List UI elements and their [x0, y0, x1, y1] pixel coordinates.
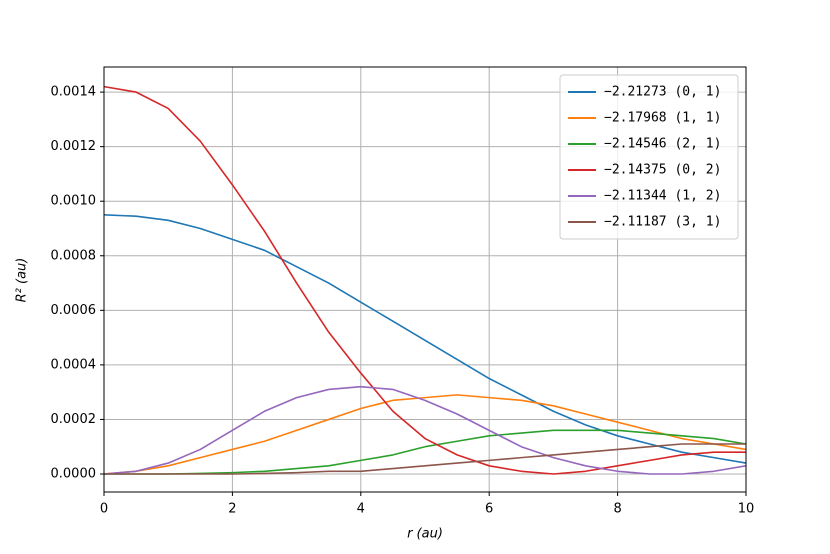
- legend-label: −2.14546 (2, 1): [604, 137, 721, 152]
- legend-label: −2.11344 (1, 2): [604, 189, 721, 204]
- y-tick-label: 0.0004: [51, 357, 97, 372]
- x-tick-label: 0: [100, 502, 108, 517]
- x-tick-label: 6: [485, 502, 493, 517]
- series-line: [104, 429, 747, 475]
- series-line: [103, 394, 747, 475]
- y-tick-label: 0.0010: [51, 194, 97, 209]
- y-axis-label: R² (au): [15, 258, 30, 303]
- y-tick-label: 0.0002: [51, 412, 97, 427]
- y-tick-label: 0.0006: [51, 303, 97, 318]
- legend-label: −2.21273 (0, 1): [604, 85, 721, 100]
- x-tick-label: 4: [357, 502, 365, 517]
- series-line: [103, 85, 746, 475]
- x-tick-label: 10: [738, 502, 755, 517]
- legend-box: [559, 74, 739, 240]
- series-line: [103, 214, 747, 464]
- x-tick-label: 2: [228, 502, 236, 517]
- legend-label: −2.17968 (1, 1): [604, 111, 721, 126]
- legend-label: −2.11187 (3, 1): [604, 215, 721, 230]
- y-tick-label: 0.0008: [51, 248, 97, 263]
- x-tick-label: 8: [613, 502, 621, 517]
- series-line: [104, 443, 746, 475]
- y-tick-label: 0.0014: [51, 85, 97, 100]
- y-tick-label: 0.0012: [51, 139, 97, 154]
- legend: −2.21273 (0, 1) −2.17968 (1, 1) −2.14546 (…: [559, 74, 739, 240]
- series-line: [103, 385, 747, 475]
- y-tick-label: 0.0000: [51, 466, 97, 481]
- plot-frame: [103, 66, 747, 493]
- legend-label: −2.14375 (0, 2): [604, 163, 721, 178]
- x-axis-label: r (au): [407, 527, 443, 542]
